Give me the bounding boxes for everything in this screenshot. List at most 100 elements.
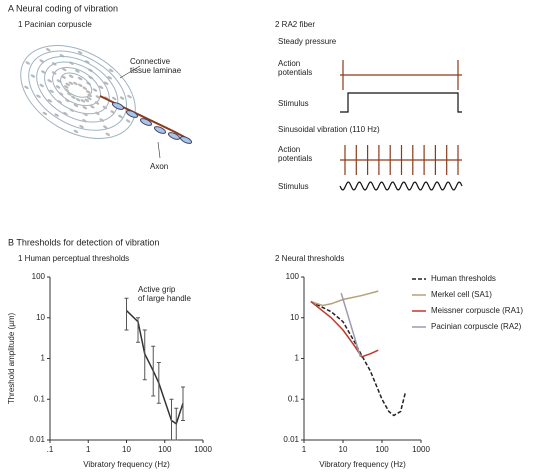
nucleus [55,85,61,89]
nucleus [79,124,84,129]
label: Stimulus [278,99,309,108]
nucleus [68,81,74,85]
node [179,136,193,144]
nucleus [90,105,95,109]
nucleus [39,83,44,88]
nucleus [49,89,54,93]
y-tick-label: 0.1 [34,394,46,403]
y-tick-label: 10 [36,313,45,322]
label: Axon [150,162,168,171]
nucleus [83,112,88,116]
nucleus [69,108,75,112]
trace [340,60,462,90]
nucleus [64,85,69,89]
nucleus [108,68,114,73]
y-tick-label: 0.1 [288,394,300,403]
node [167,132,181,140]
nucleus [87,96,92,101]
nucleus [65,82,70,87]
y-tick-label: 1 [295,354,300,363]
legend-label: Meissner corpuscle (RA1) [431,306,523,315]
stimulus-trace [339,181,463,191]
y-tick-label: 100 [32,272,46,281]
nucleus [71,95,76,99]
label: Sinusoidal vibration (110 Hz) [278,125,380,134]
x-axis-label: Vibratory frequency (Hz) [83,460,170,469]
nucleus [98,85,104,89]
nucleus [87,93,92,98]
legend-label: Merkel cell (SA1) [431,290,492,299]
legend-label: Pacinian corpuscle (RA2) [431,322,522,331]
nucleus [103,81,109,85]
leader [119,65,141,79]
ra2-traces [339,60,463,191]
series-line [310,300,407,417]
node [153,126,167,134]
nucleus [57,100,62,104]
nucleus [99,118,104,122]
annotation: Active grip [138,285,176,294]
x-tick-label: 10 [122,445,131,454]
nucleus [112,96,117,101]
nucleus [103,125,108,129]
lamina [20,45,136,139]
legend-label: Human thresholds [431,274,496,283]
x-tick-label: 100 [158,445,172,454]
label: tissue laminae [130,66,182,75]
node [111,102,125,110]
panel-subtitle: 2 RA2 fiber [275,20,315,29]
lamina [44,61,110,115]
nucleus [105,132,111,136]
nucleus [125,119,131,123]
nucleus [39,59,44,63]
error-cap [174,407,179,441]
nucleus [75,69,80,73]
lamina [60,72,93,98]
nucleus [63,112,68,116]
trace [340,145,462,175]
nucleus [82,86,88,90]
nucleus [95,95,101,99]
y-tick-label: 0.01 [283,435,299,444]
nucleus [47,99,53,103]
nucleus [82,106,88,110]
nucleus [127,94,132,99]
nucleus [25,61,31,65]
error-cap [136,317,141,343]
y-axis-label: Threshold amplitude (µm) [7,313,16,405]
y-tick-label: 10 [290,313,299,322]
label: Connective [130,57,171,66]
nucleus [73,81,78,86]
nucleus [82,119,87,123]
chart-title: 2 Neural thresholds [275,254,344,263]
nucleus [59,54,65,58]
label: Action [278,145,300,154]
nucleus [61,75,66,79]
nucleus [107,76,112,80]
series-line [340,292,362,358]
nucleus [119,96,125,100]
nucleus [84,98,90,103]
label: potentials [278,68,312,77]
node [125,110,139,118]
nucleus [58,92,64,96]
lamina [28,50,128,131]
panel-subtitle: 1 Pacinian corpuscle [18,20,92,29]
data-line [125,310,184,425]
nucleus [78,83,83,87]
series-line [310,300,379,358]
nucleus [47,79,52,83]
stimulus-trace [340,92,462,113]
x-tick-label: 1 [302,445,307,454]
nucleus [94,101,100,105]
x-tick-label: 100 [375,445,389,454]
error-cap [181,386,185,422]
nucleus [30,74,36,78]
nucleus [75,98,81,102]
y-tick-label: 1 [41,354,46,363]
corpuscle-diagram [20,45,136,139]
y-tick-label: 0.01 [29,435,45,444]
nucleus [80,99,86,103]
nucleus [73,129,79,134]
error-cap [156,361,161,404]
